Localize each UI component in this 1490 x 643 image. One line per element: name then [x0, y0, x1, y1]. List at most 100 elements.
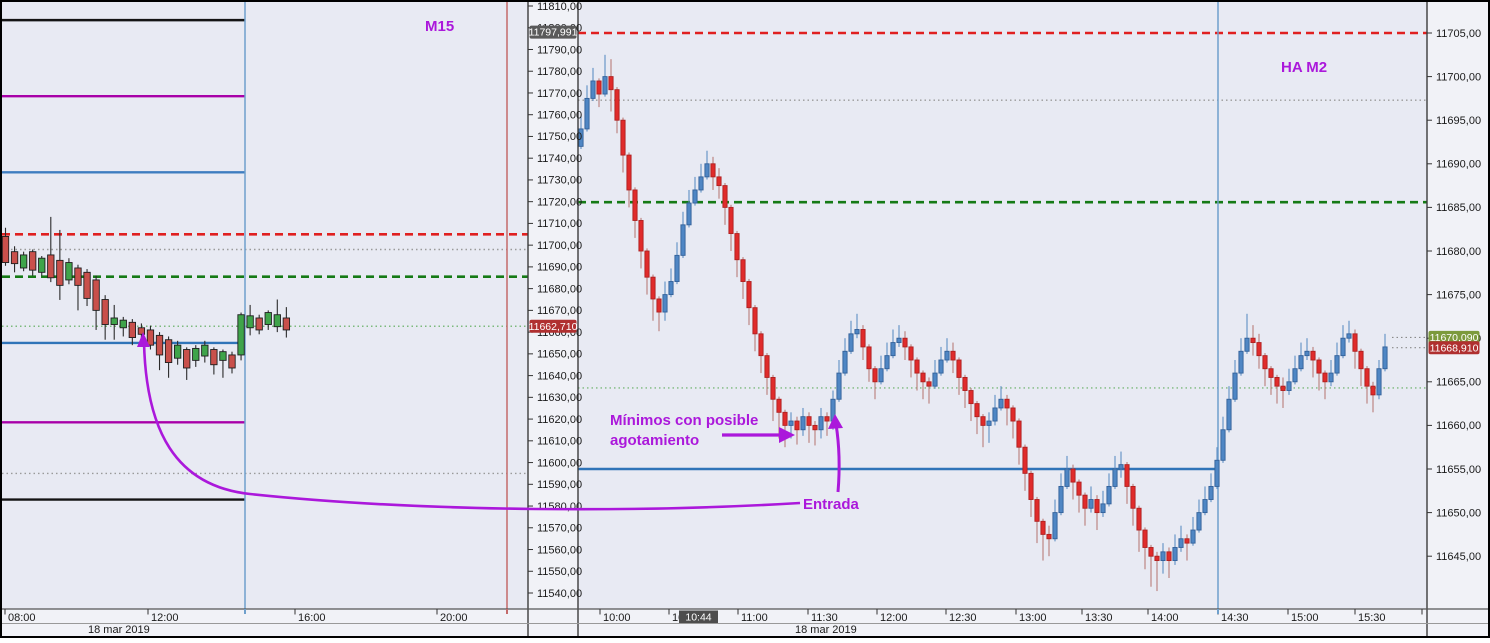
candle-body [1208, 485, 1214, 500]
candle-body [47, 254, 55, 279]
candle-body [1112, 468, 1118, 487]
annotation-layer: M15 HA M2 Mínimos con posible agotamient… [137, 18, 1327, 513]
candle-body [1106, 485, 1112, 505]
candle-body [1364, 368, 1370, 387]
candle-body [638, 220, 644, 252]
candle-body [146, 329, 155, 346]
candle-body [1166, 551, 1172, 562]
right-ask-price-tag [1428, 330, 1480, 344]
left-chart-plot-bg [2, 2, 528, 609]
candle-body [860, 329, 866, 348]
candle-body [29, 251, 37, 271]
candle-body [101, 299, 109, 325]
candle-body [584, 97, 590, 130]
candle-body [1160, 551, 1166, 562]
crosshair-price-tag-label: 11797,991 [529, 27, 578, 39]
left-chart-level-lines[interactable] [2, 18, 528, 501]
candle-body [173, 344, 182, 359]
right-ask-price-tag-label: 11670,090 [1430, 332, 1479, 344]
candle-body [674, 254, 680, 282]
axis-tick-label: 11690,00 [1436, 159, 1481, 171]
candle-body [210, 349, 218, 366]
axis-tick-label: 11655,00 [1436, 464, 1481, 476]
entry-arrow-shaft[interactable] [834, 423, 841, 493]
entry-label[interactable]: Entrada [803, 496, 860, 513]
candle-body [872, 368, 878, 383]
candle-body [1262, 355, 1268, 370]
entry-link-curve[interactable] [142, 341, 801, 511]
candle-body [1148, 547, 1154, 557]
candle-body [764, 355, 770, 378]
candle-body [662, 294, 668, 313]
note-text-line1[interactable]: Mínimos con posible [610, 412, 758, 429]
axis-tick-label: 11810,00 [537, 1, 582, 13]
candle-body [602, 76, 608, 95]
candle-body [1226, 398, 1232, 431]
candle-body [1034, 499, 1040, 522]
candle-body [1016, 420, 1022, 448]
candle-body [686, 202, 692, 226]
axis-tick-label: 11665,00 [1436, 377, 1481, 389]
candle-body [986, 420, 992, 426]
candle-body [962, 376, 968, 391]
candle-body [992, 407, 998, 422]
axis-tick-label: 11650,00 [537, 349, 582, 361]
time-tick-label: 15:00 [1291, 612, 1319, 624]
axis-tick-label: 11580,00 [537, 501, 582, 513]
candle-body [896, 337, 902, 344]
right-bid-price-tag [1428, 341, 1480, 355]
candle-body [902, 337, 908, 348]
candle-body [974, 403, 980, 418]
candle-body [794, 420, 800, 431]
time-tick-label: 11:00 [741, 612, 768, 624]
time-tick-label: 15:30 [1358, 612, 1386, 624]
time-axis-strip-bg [2, 609, 1488, 636]
axis-tick-label: 11690,00 [537, 262, 582, 274]
candle-body [1046, 533, 1052, 540]
candle-body [1268, 368, 1274, 378]
time-tick-label: 16:00 [298, 612, 326, 624]
candle-body [255, 317, 263, 331]
candle-body [578, 128, 584, 147]
left-chart-date-label: 18 mar 2019 [88, 624, 150, 636]
candle-body [938, 359, 944, 374]
candle-body [680, 224, 686, 256]
axis-tick-label: 11600,00 [537, 457, 582, 469]
candle-body [110, 317, 118, 325]
candle-body [980, 416, 986, 426]
candle-body [1142, 529, 1148, 548]
candle-body [1028, 472, 1034, 500]
crosshair-time-tag [679, 610, 718, 623]
note-text-line2[interactable]: agotamiento [610, 432, 699, 449]
left-timeframe-label[interactable]: M15 [425, 18, 454, 35]
axis-tick-label: 11710,00 [537, 218, 582, 230]
candle-body [608, 76, 614, 91]
candle-body [650, 276, 656, 300]
candle-body [920, 372, 926, 383]
candle-body [620, 119, 626, 156]
candle-body [914, 359, 920, 374]
candle-body [908, 346, 914, 361]
candle-body [1322, 372, 1328, 383]
candle-body [1076, 481, 1082, 496]
candle-body [1064, 468, 1070, 487]
candle-body [800, 416, 806, 431]
candle-body [746, 281, 752, 309]
candle-body [632, 189, 638, 221]
candle-body [1232, 372, 1238, 400]
candle-body [1370, 385, 1376, 396]
candle-body [740, 259, 746, 282]
candle-body [83, 271, 91, 299]
candle-body [1220, 429, 1226, 461]
time-tick-label: 13:00 [1019, 612, 1047, 624]
candle-body [956, 359, 962, 378]
candle-body [1052, 512, 1058, 540]
candle-body [926, 381, 932, 387]
candle-body [119, 319, 127, 329]
right-timeframe-label[interactable]: HA M2 [1281, 59, 1327, 76]
candle-body [1082, 494, 1088, 509]
candle-body [1346, 333, 1352, 339]
right-price-axis: 11705,00 11700,00 11695,00 11690,00 11685,00… [1427, 28, 1481, 563]
candle-body [201, 344, 209, 357]
